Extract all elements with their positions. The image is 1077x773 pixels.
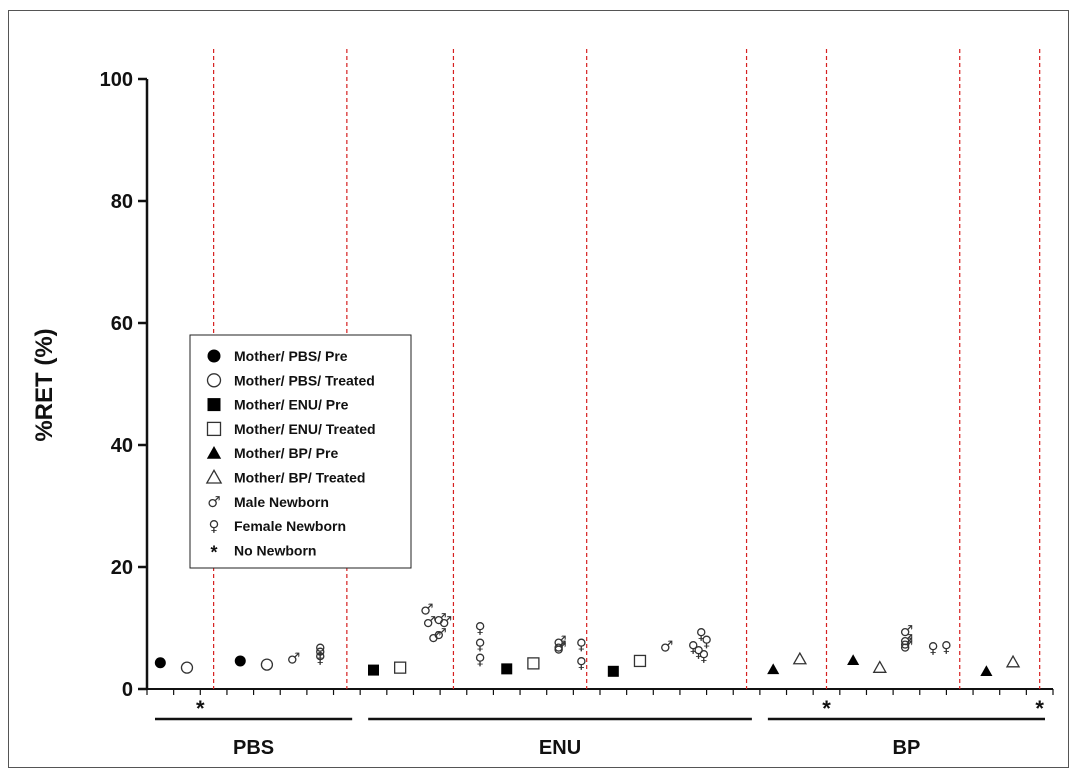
legend-entry: Mother/ PBS/ Treated — [206, 372, 375, 388]
y-tick-label: 40 — [111, 435, 133, 457]
point-male-newborn: ♂ — [553, 637, 566, 655]
point-mother-bp-pre — [767, 663, 780, 675]
point-mother-enu-pre — [607, 665, 619, 677]
point-female-newborn: ♀ — [209, 517, 220, 535]
point-mother-enu-treated — [393, 661, 407, 674]
legend-entry: Mother/ PBS/ Pre — [207, 348, 348, 364]
legend-entry: * No Newborn — [210, 542, 316, 562]
y-axis-label: %RET (%) — [31, 328, 58, 441]
point-female-newborn: ♀ — [576, 654, 587, 672]
legend-entry: Mother/ ENU/ Pre — [207, 397, 349, 413]
point-female-newborn: ♀ — [576, 635, 587, 653]
legend-label: Mother/ ENU/ Pre — [234, 397, 349, 413]
legend-label: No Newborn — [234, 542, 316, 558]
point-mother-pbs-treated — [260, 658, 274, 671]
point-mother-pbs-treated — [180, 661, 194, 674]
point-female-newborn: ♀ — [701, 632, 712, 650]
point-male-newborn: ♂ — [439, 613, 452, 631]
point-female-newborn: ♀ — [315, 640, 326, 658]
legend-entry: ♀ Female Newborn — [209, 517, 347, 535]
legend-label: Male Newborn — [234, 494, 329, 510]
point-mother-bp-pre — [206, 446, 222, 459]
point-female-newborn: ♀ — [928, 639, 939, 657]
y-tick-label: 60 — [111, 313, 133, 335]
point-male-newborn: ♂ — [900, 622, 913, 640]
legend-label: Mother/ BP/ Pre — [234, 445, 338, 461]
group-label: PBS — [233, 737, 274, 759]
group-labels: PBS ENU BP — [155, 717, 1045, 759]
y-tick-label: 80 — [111, 191, 133, 213]
legend-entry: Mother/ BP/ Treated — [205, 469, 365, 486]
point-male-newborn: ♂ — [433, 610, 446, 628]
point-mother-enu-treated — [633, 654, 647, 668]
legend-box — [189, 334, 412, 569]
legend-label: Mother/ PBS/ Pre — [234, 348, 348, 364]
point-mother-bp-treated — [1005, 654, 1021, 668]
point-mother-bp-pre — [847, 654, 860, 666]
legend-star: * — [210, 542, 217, 562]
point-male-newborn: ♂ — [433, 625, 446, 643]
point-mother-enu-pre — [501, 663, 513, 675]
point-mother-bp-treated — [205, 469, 223, 484]
point-female-newborn: ♀ — [315, 645, 326, 663]
no-newborn-mark: * — [1035, 696, 1044, 721]
legend-entry: ♂ Male Newborn — [207, 493, 329, 511]
point-male-newborn: ♂ — [900, 634, 913, 652]
point-mother-enu-treated — [206, 421, 222, 437]
no-newborn-mark: * — [196, 696, 205, 721]
legend-label: Mother/ BP/ Treated — [234, 470, 365, 486]
point-male-newborn: ♂ — [428, 628, 441, 646]
point-female-newborn: ♀ — [941, 638, 952, 656]
point-female-newborn: ♀ — [688, 638, 699, 656]
no-newborn-mark: * — [822, 696, 831, 721]
y-tick-label: 20 — [111, 557, 133, 579]
point-mother-enu-treated — [527, 657, 540, 670]
point-female-newborn: ♀ — [475, 635, 486, 653]
point-mother-bp-treated — [792, 651, 808, 665]
legend-label: Female Newborn — [234, 518, 346, 534]
point-male-newborn: ♂ — [420, 601, 433, 619]
point-female-newborn: ♀ — [693, 643, 704, 661]
point-mother-enu-pre — [368, 664, 379, 676]
point-mother-pbs-pre — [154, 657, 166, 669]
point-male-newborn: ♂ — [423, 613, 436, 631]
point-male-newborn: ♂ — [207, 493, 220, 511]
axes: 0 20 40 60 80 100 — [100, 69, 1054, 701]
point-female-newborn: ♀ — [698, 647, 709, 665]
point-female-newborn: ♀ — [696, 625, 707, 643]
point-mother-enu-pre — [207, 398, 221, 412]
legend-entry: Mother/ BP/ Pre — [206, 445, 338, 461]
legend-entry: Mother/ ENU/ Treated — [206, 421, 376, 437]
point-female-newborn: ♀ — [475, 619, 486, 637]
group-label: BP — [893, 737, 921, 759]
point-mother-pbs-treated — [206, 373, 222, 388]
point-male-newborn: ♂ — [553, 632, 566, 650]
legend-label: Mother/ ENU/ Treated — [234, 421, 376, 437]
y-tick-label: 0 — [122, 679, 133, 701]
group-label: ENU — [539, 737, 581, 759]
group-dividers — [213, 49, 1041, 689]
point-male-newborn: ♂ — [900, 631, 913, 649]
point-male-newborn: ♂ — [553, 640, 566, 658]
point-mother-pbs-pre — [207, 349, 221, 363]
point-male-newborn: ♂ — [287, 650, 300, 668]
point-mother-bp-pre — [980, 665, 993, 676]
point-mother-pbs-pre — [234, 655, 246, 667]
legend-label: Mother/ PBS/ Treated — [234, 372, 375, 388]
chart-frame — [8, 10, 1069, 768]
point-male-newborn: ♂ — [660, 637, 673, 655]
y-tick-label: 100 — [100, 69, 133, 91]
data-points: ♂♀♀♀♂♂♂♂♂♂ ♀♀♀♂♂♂ ♀♀♂ ♀♀♀♀♀♂♂♂♂ ♀ ♀* * * — [154, 601, 1044, 721]
legend: Mother/ PBS/ Pre Mother/ PBS/ Treated Moth… — [189, 334, 412, 569]
point-female-newborn: ♀ — [475, 651, 486, 669]
point-female-newborn: ♀ — [315, 649, 326, 667]
point-male-newborn: ♂ — [900, 637, 913, 655]
point-mother-bp-treated — [872, 660, 887, 673]
